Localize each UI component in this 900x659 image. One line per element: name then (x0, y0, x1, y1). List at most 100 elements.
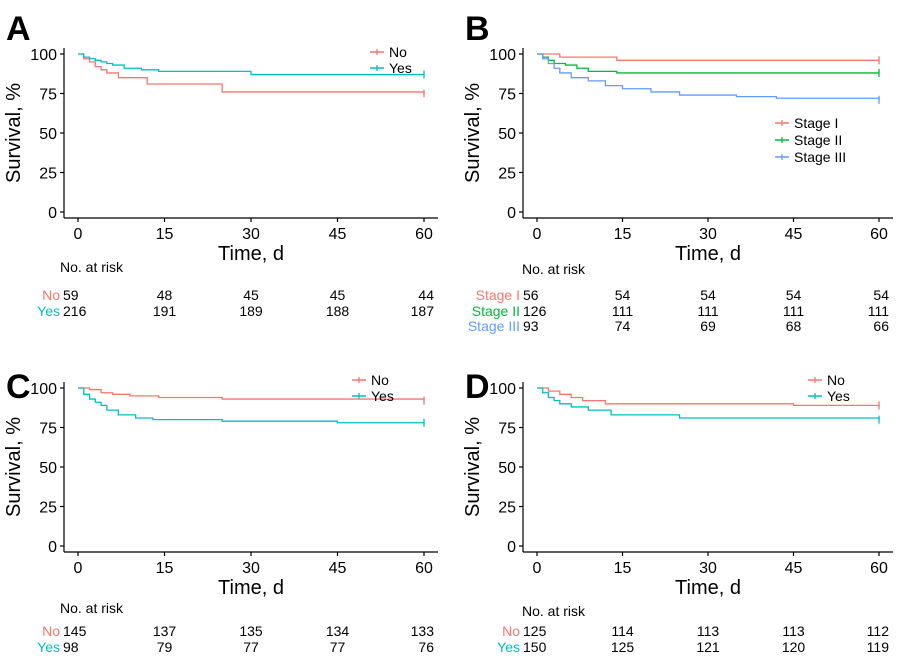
risk-row-label: Yes (37, 639, 60, 655)
survival-curve-no (537, 387, 879, 407)
y-tick-label: 50 (39, 126, 57, 143)
risk-count: 56 (523, 287, 539, 303)
y-axis-title: Survival, % (3, 417, 25, 517)
risk-count: 120 (782, 639, 806, 655)
panel-letter: A (6, 10, 31, 48)
y-tick-label: 75 (39, 87, 57, 104)
x-axis-title: Time, d (675, 243, 741, 265)
legend-label: No (827, 372, 845, 388)
risk-row-label: Yes (37, 303, 60, 319)
risk-row-label: Stage III (468, 318, 520, 334)
panel-letter: B (465, 10, 490, 48)
y-tick-label: 25 (39, 166, 57, 183)
panel-letter: C (6, 368, 31, 406)
y-tick-label: 25 (39, 500, 57, 517)
risk-count: 111 (783, 303, 804, 319)
risk-count: 93 (523, 318, 539, 334)
risk-row-label: Stage I (476, 287, 520, 303)
risk-count: 191 (153, 303, 177, 319)
x-tick-label: 60 (870, 560, 888, 577)
risk-row-label: Yes (497, 639, 520, 655)
risk-count: 133 (411, 623, 435, 639)
risk-table-title: No. at risk (60, 259, 124, 275)
x-tick-label: 15 (156, 226, 174, 243)
x-tick-label: 30 (242, 560, 260, 577)
legend-label: Stage I (794, 115, 838, 131)
x-axis-title: Time, d (218, 577, 284, 599)
x-tick-label: 15 (614, 560, 632, 577)
y-tick-label: 50 (498, 460, 516, 477)
x-axis-title: Time, d (675, 577, 741, 599)
x-tick-label: 60 (870, 226, 888, 243)
risk-count: 44 (418, 287, 434, 303)
y-tick-label: 100 (30, 381, 57, 398)
risk-count: 54 (615, 287, 631, 303)
risk-count: 150 (523, 639, 547, 655)
x-tick-label: 0 (533, 560, 542, 577)
risk-table-title: No. at risk (522, 261, 586, 277)
risk-count: 137 (153, 623, 177, 639)
risk-count: 54 (700, 287, 716, 303)
legend-label: Yes (371, 388, 394, 404)
x-axis-title: Time, d (218, 243, 284, 265)
risk-count: 216 (63, 303, 87, 319)
y-tick-label: 0 (507, 539, 516, 556)
risk-count: 188 (326, 303, 350, 319)
risk-count: 74 (615, 318, 631, 334)
y-tick-label: 50 (39, 460, 57, 477)
y-axis-title: Survival, % (3, 83, 25, 183)
risk-count: 59 (63, 287, 79, 303)
x-tick-label: 30 (242, 226, 260, 243)
survival-curve-yes (78, 53, 424, 76)
legend-label: Yes (827, 388, 850, 404)
risk-count: 77 (330, 639, 346, 655)
risk-count: 45 (243, 287, 259, 303)
risk-count: 76 (418, 639, 434, 655)
risk-count: 79 (157, 639, 173, 655)
risk-row-label: Stage II (472, 303, 520, 319)
x-tick-label: 0 (74, 226, 83, 243)
survival-curve-yes (537, 387, 880, 420)
risk-count: 77 (243, 639, 259, 655)
panel-d: D 0 25 50 75 100 0 15 30 45 60 Time, d Survival, % No… (462, 368, 893, 655)
x-tick-label: 15 (614, 226, 632, 243)
x-tick-label: 30 (699, 226, 717, 243)
x-tick-label: 0 (533, 226, 542, 243)
y-tick-label: 0 (48, 539, 57, 556)
risk-table-title: No. at risk (522, 603, 586, 619)
y-tick-label: 75 (39, 421, 57, 438)
y-tick-label: 100 (489, 381, 516, 398)
risk-count: 145 (63, 623, 87, 639)
risk-count: 114 (611, 623, 634, 639)
x-tick-label: 15 (156, 560, 174, 577)
y-tick-label: 25 (498, 166, 516, 183)
y-tick-label: 100 (489, 47, 516, 64)
risk-row-label: No (42, 287, 60, 303)
risk-count: 134 (326, 623, 350, 639)
legend-label: No (389, 44, 407, 60)
risk-count: 112 (867, 623, 890, 639)
risk-count: 135 (239, 623, 263, 639)
risk-row-label: No (42, 623, 60, 639)
survival-curve-no (78, 387, 425, 401)
risk-count: 111 (697, 303, 718, 319)
y-tick-label: 100 (30, 47, 57, 64)
risk-count: 121 (696, 639, 720, 655)
risk-count: 113 (782, 623, 805, 639)
risk-count: 125 (523, 623, 547, 639)
risk-table-title: No. at risk (60, 600, 124, 616)
risk-count: 187 (411, 303, 435, 319)
x-tick-label: 45 (785, 226, 803, 243)
panel-a: A 0 25 50 75 100 0 15 30 45 60 Time, d Survival, % No… (3, 10, 438, 319)
y-tick-label: 0 (48, 205, 57, 222)
legend-label: Stage II (794, 132, 842, 148)
y-tick-label: 50 (498, 126, 516, 143)
risk-count: 111 (612, 303, 633, 319)
risk-count: 54 (873, 287, 889, 303)
risk-count: 48 (157, 287, 173, 303)
x-tick-label: 45 (785, 560, 803, 577)
risk-count: 54 (786, 287, 802, 303)
risk-count: 126 (523, 303, 547, 319)
risk-count: 98 (63, 639, 79, 655)
risk-count: 45 (330, 287, 346, 303)
